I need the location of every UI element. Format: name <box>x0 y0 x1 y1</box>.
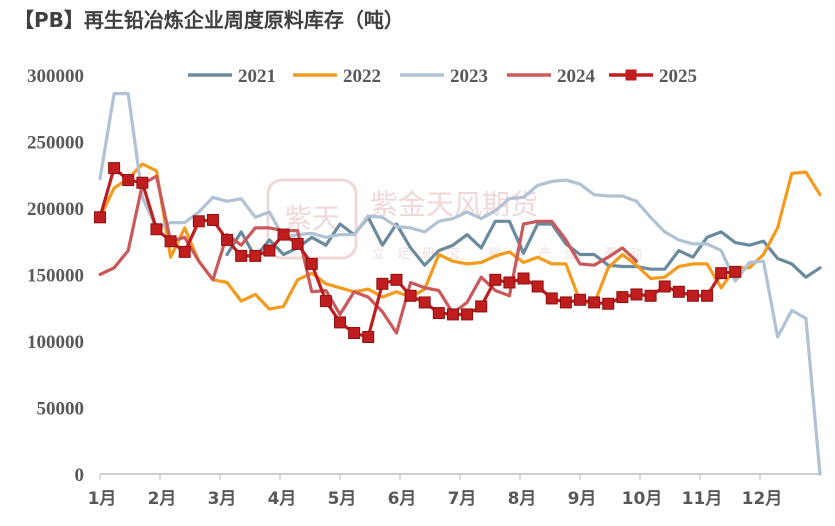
y-tick-label: 100000 <box>27 332 84 353</box>
x-tick-label: 4月 <box>268 489 297 509</box>
series-point-2025 <box>531 280 544 293</box>
series-point-2025 <box>376 277 389 290</box>
series-point-2025 <box>630 288 643 301</box>
series-point-2025 <box>206 213 219 226</box>
series-point-2025 <box>178 245 191 258</box>
series-point-2025 <box>446 308 459 321</box>
series-point-2025 <box>390 273 403 286</box>
axes: 300000 250000 200000 150000 100000 50000 01月 2月… <box>27 66 820 509</box>
x-tick-label: 2月 <box>148 489 177 509</box>
series-layer <box>94 91 822 476</box>
series-point-2025 <box>602 297 615 310</box>
series-point-2025 <box>616 291 629 304</box>
y-tick-label: 50000 <box>37 399 85 420</box>
series-point-2025 <box>672 285 685 298</box>
x-tick-label: 11月 <box>682 489 723 509</box>
series-point-2025 <box>715 267 728 280</box>
series-point-2025 <box>221 233 234 246</box>
series-point-2025 <box>348 327 361 340</box>
series-point-2025 <box>418 296 431 309</box>
x-tick-label: 1月 <box>88 489 117 509</box>
series-point-2025 <box>658 280 671 293</box>
series-point-2025 <box>94 211 106 224</box>
series-point-2025 <box>362 331 375 344</box>
series-line-2023 <box>98 91 822 476</box>
series-point-2025 <box>475 300 488 313</box>
series-point-2025 <box>108 162 121 175</box>
x-tick-label: 12月 <box>742 489 783 509</box>
series-point-2025 <box>644 289 657 302</box>
legend-label-2021: 2021 <box>238 66 276 87</box>
series-point-2025 <box>729 265 742 278</box>
series-point-2025 <box>249 249 262 262</box>
y-tick-label: 0 <box>75 465 85 486</box>
series-point-2025 <box>701 289 714 302</box>
series-point-2025 <box>574 293 586 306</box>
watermark: 紫天 紫金天风期货 立足研究 服务产业 驱动 <box>266 178 642 262</box>
x-tick-label: 10月 <box>622 489 663 509</box>
watermark-text: 紫金天风期货 <box>370 188 538 221</box>
x-tick-label: 5月 <box>328 489 357 509</box>
series-point-2025 <box>461 308 474 321</box>
series-point-2025 <box>545 292 558 305</box>
series-point-2025 <box>588 296 601 309</box>
series-point-2025 <box>122 174 135 187</box>
series-point-2025 <box>192 215 205 228</box>
series-point-2025 <box>263 244 276 257</box>
series-point-2025 <box>503 276 516 289</box>
x-tick-label: 9月 <box>568 489 597 509</box>
series-point-2025 <box>164 235 177 248</box>
series-point-2025 <box>404 289 417 302</box>
x-tick-label: 7月 <box>448 489 477 509</box>
y-tick-label: 300000 <box>27 66 84 87</box>
series-point-2025 <box>432 307 445 320</box>
legend-label-2024: 2024 <box>557 66 596 87</box>
series-point-2025 <box>305 257 318 270</box>
series-point-2025 <box>517 272 530 285</box>
series-point-2025 <box>136 176 149 189</box>
series-point-2025 <box>319 295 332 308</box>
x-tick-label: 6月 <box>388 489 417 509</box>
series-point-2025 <box>277 228 290 241</box>
x-tick-label: 3月 <box>208 489 237 509</box>
series-line-2021 <box>225 215 822 279</box>
legend-label-2023: 2023 <box>450 66 488 87</box>
y-tick-label: 150000 <box>27 266 84 287</box>
legend-label-2025: 2025 <box>659 66 697 87</box>
chart-title: 【PB】再生铅冶炼企业周度原料库存（吨） <box>14 8 404 32</box>
series-point-2025 <box>489 273 502 286</box>
legend: 2021 2022 2023 2024 2025 <box>188 66 697 87</box>
series-point-2025 <box>334 316 346 329</box>
series-point-2025 <box>559 296 572 309</box>
legend-marker-2025 <box>625 69 637 81</box>
series-point-2025 <box>150 223 163 236</box>
y-tick-label: 250000 <box>27 133 84 154</box>
x-tick-label: 8月 <box>508 489 537 509</box>
series-point-2025 <box>235 249 248 262</box>
legend-label-2022: 2022 <box>343 66 381 87</box>
series-point-2025 <box>686 289 699 302</box>
series-line-2025 <box>98 166 737 339</box>
series-point-2025 <box>291 237 304 250</box>
series-line-2022 <box>98 162 822 311</box>
y-tick-label: 200000 <box>27 199 84 220</box>
